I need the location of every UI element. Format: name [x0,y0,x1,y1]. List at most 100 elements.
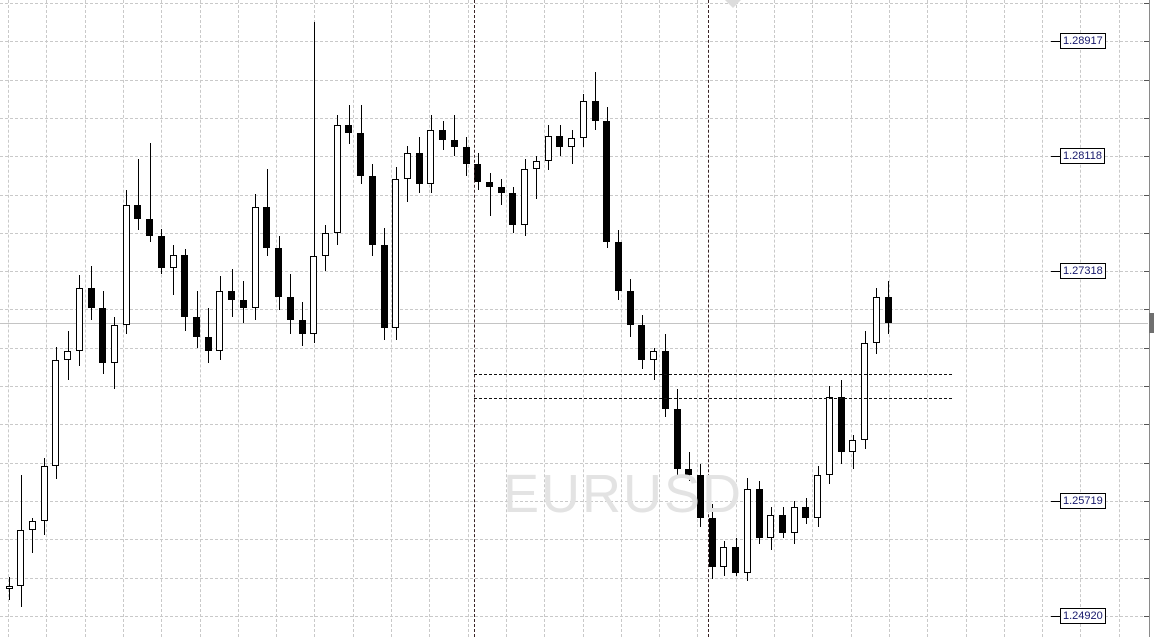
grid-line-horizontal [0,3,1148,4]
price-axis-tick [1144,539,1149,540]
vertical-marker-line[interactable] [708,0,709,637]
price-axis-tick [1144,501,1149,502]
candle-body-bullish [427,129,435,185]
candle-body-bullish [310,256,318,335]
grid-line-vertical [429,0,431,637]
price-axis-tick [1144,578,1149,579]
candle-body-bullish [521,168,529,225]
support-level-line[interactable] [474,374,952,375]
grid-line-vertical [467,0,469,637]
price-axis-tick [1144,195,1149,196]
price-axis-tick [1144,80,1149,81]
candle-body-bullish [743,489,751,573]
price-label-leader [1051,41,1060,42]
price-axis-tick [1144,233,1149,234]
grid-line-vertical [544,0,546,637]
grid-line-vertical [659,0,661,637]
grid-line-vertical [735,0,737,637]
candle-body-bullish [579,100,587,139]
candle-body-bullish [75,288,83,352]
grid-line-vertical [850,0,852,637]
candle-body-bullish [825,397,833,475]
candle-body-bearish [298,319,306,335]
price-axis-tick [1144,348,1149,349]
candle-body-bearish [146,218,154,237]
candle-wick [536,155,537,199]
grid-line-horizontal [0,309,1148,311]
grid-line-horizontal [0,347,1148,349]
candle-body-bearish [380,244,388,329]
candle-body-bullish [17,529,25,586]
candle-body-bearish [673,408,681,470]
candle-body-bearish [462,147,470,165]
grid-line-vertical [8,0,9,637]
candle-body-bullish [849,440,857,452]
price-label-leader [1051,271,1060,272]
candle-body-bearish [204,336,212,352]
candle-body-bullish [790,506,798,533]
support-level-line[interactable] [474,398,952,399]
candle-body-bullish [333,125,341,234]
candle-body-bullish [216,290,224,352]
price-axis-label: 1.27318 [1060,263,1106,279]
candle-wick [454,115,455,156]
price-axis-tick [1144,156,1149,157]
price-axis-tick [1144,424,1149,425]
grid-line-horizontal [0,194,1148,196]
candle-body-bearish [239,299,247,309]
price-axis-label: 1.25719 [1060,493,1106,509]
candle-body-bearish [626,290,634,326]
candle-body-bullish [52,359,60,467]
grid-line-horizontal [0,386,1148,387]
grid-line-vertical [927,0,929,637]
grid-line-vertical [505,0,507,637]
grid-line-vertical [84,0,86,637]
grid-line-horizontal [0,539,1148,541]
grid-line-horizontal [0,232,1148,234]
candle-wick [654,348,655,381]
grid-line-vertical [391,0,392,637]
grid-line-vertical [1080,0,1082,637]
candle-body-bullish [814,475,822,519]
grid-line-horizontal [0,41,1148,43]
price-scale-scrollbar-thumb[interactable] [1149,313,1154,333]
grid-line-horizontal [0,424,1148,426]
candle-wick [349,105,350,145]
candle-body-bullish [169,254,177,268]
candle-body-bearish [87,288,95,309]
grid-line-vertical [697,0,699,637]
chevron-down-icon[interactable] [725,0,741,8]
price-axis-label: 1.24920 [1060,608,1106,624]
candle-body-bearish [556,135,564,147]
candle-body-bearish [415,152,423,185]
grid-line-horizontal [0,117,1148,119]
candle-body-bullish [544,135,552,162]
candle-wick [314,21,315,343]
candle-body-bearish [837,397,845,452]
candle-body-bearish [884,296,892,323]
candle-body-bearish [614,241,622,291]
candle-body-bearish [708,518,716,568]
grid-line-vertical [237,0,239,637]
candle-body-bearish [603,121,611,242]
vertical-marker-line[interactable] [474,0,475,637]
price-axis-tick [1144,616,1149,617]
candle-wick [853,434,854,470]
grid-line-vertical [620,0,622,637]
price-axis-tick [1144,386,1149,387]
candle-body-bullish [872,296,880,343]
candle-wick [150,142,151,242]
grid-line-vertical [582,0,584,637]
candle-body-bullish [767,515,775,539]
candle-wick [490,172,491,217]
candle-body-bullish [5,585,13,589]
candle-body-bearish [638,325,646,360]
candle-body-bullish [64,351,72,360]
candle-body-bearish [99,308,107,363]
candle-body-bearish [193,316,201,337]
